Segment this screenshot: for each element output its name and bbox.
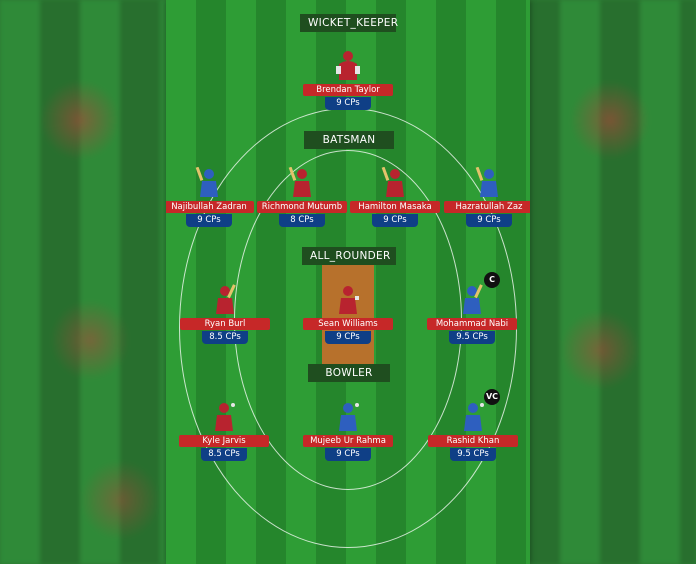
bowler-figure-icon: [464, 403, 484, 431]
player-name: Kyle Jarvis: [179, 435, 269, 447]
cricket-field: WICKET_KEEPER BATSMAN ALL_ROUNDER BOWLER…: [166, 0, 530, 564]
player-credits: 8.5 CPs: [202, 331, 248, 344]
all-rounder-figure-icon: [463, 284, 483, 314]
player-name: Rashid Khan: [428, 435, 518, 447]
batsman-figure-icon: [475, 167, 498, 197]
player-card-mohammad-nabi[interactable]: Mohammad Nabi 9.5 CPs: [427, 284, 517, 354]
section-label-wicket-keeper: WICKET_KEEPER: [300, 14, 398, 32]
player-credits: 9 CPs: [325, 448, 371, 461]
player-credits: 9 CPs: [325, 331, 371, 344]
batsman-figure-icon: [381, 167, 404, 197]
player-name: Hazratullah Zaz: [444, 201, 530, 213]
player-name: Hamilton Masaka: [350, 201, 440, 213]
player-credits: 9.5 CPs: [449, 331, 495, 344]
player-name: Ryan Burl: [180, 318, 270, 330]
player-name: Sean Williams: [303, 318, 393, 330]
player-card-kyle-jarvis[interactable]: Kyle Jarvis 8.5 CPs: [179, 401, 269, 471]
player-name: Richmond Mutumb: [257, 201, 347, 213]
player-card-sean-williams[interactable]: Sean Williams 9 CPs: [303, 284, 393, 354]
player-credits: 8.5 CPs: [201, 448, 247, 461]
all-rounder-figure-icon: [216, 284, 236, 314]
player-card-hamilton-masaka[interactable]: Hamilton Masaka 9 CPs: [350, 167, 440, 237]
player-credits: 9.5 CPs: [450, 448, 496, 461]
player-credits: 9 CPs: [372, 214, 418, 227]
batsman-figure-icon: [195, 167, 218, 197]
section-label-batsman: BATSMAN: [304, 131, 394, 149]
player-credits: 8 CPs: [279, 214, 325, 227]
player-credits: 9 CPs: [325, 97, 371, 110]
player-credits: 9 CPs: [186, 214, 232, 227]
player-card-rashid-khan[interactable]: Rashid Khan 9.5 CPs: [428, 401, 518, 471]
player-card-ryan-burl[interactable]: Ryan Burl 8.5 CPs: [180, 284, 270, 354]
player-name: Brendan Taylor: [303, 84, 393, 96]
player-card-richmond-mutumb[interactable]: Richmond Mutumb 8 CPs: [257, 167, 347, 237]
section-label-all-rounder: ALL_ROUNDER: [302, 247, 396, 265]
player-card-hazratullah-zazai[interactable]: Hazratullah Zaz 9 CPs: [444, 167, 530, 237]
wicket-keeper-figure-icon: [336, 51, 360, 80]
captain-badge: C: [484, 272, 500, 288]
all-rounder-figure-icon: [339, 286, 359, 314]
player-name: Mohammad Nabi: [427, 318, 517, 330]
section-label-bowler: BOWLER: [308, 364, 390, 382]
player-name: Mujeeb Ur Rahma: [303, 435, 393, 447]
player-credits: 9 CPs: [466, 214, 512, 227]
player-card-mujeeb-ur-rahman[interactable]: Mujeeb Ur Rahma 9 CPs: [303, 401, 393, 471]
pitch: [322, 265, 374, 365]
player-name: Najibullah Zadran: [166, 201, 254, 213]
player-card-brendan-taylor[interactable]: Brendan Taylor 9 CPs: [303, 50, 393, 120]
player-card-najibullah-zadran[interactable]: Najibullah Zadran 9 CPs: [166, 167, 254, 237]
bowler-figure-icon: [215, 403, 235, 431]
batsman-figure-icon: [288, 167, 311, 197]
vice-captain-badge: VC: [484, 389, 500, 405]
bowler-figure-icon: [339, 403, 359, 431]
